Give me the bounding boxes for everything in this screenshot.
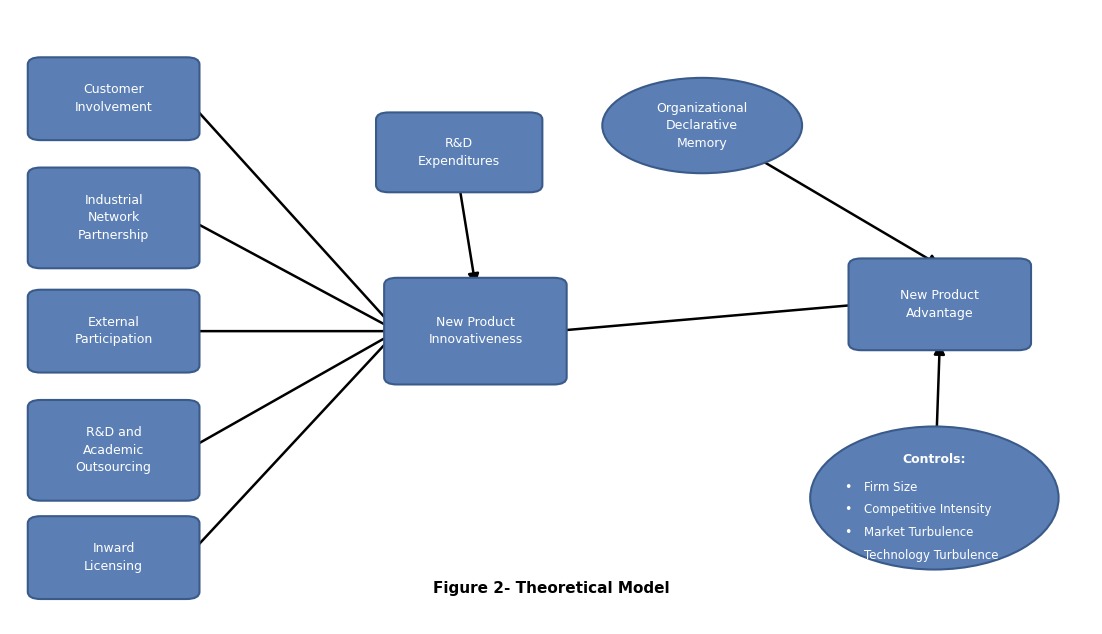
Text: Firm Size: Firm Size	[864, 481, 918, 494]
FancyBboxPatch shape	[28, 167, 199, 268]
Text: New Product
Innovativeness: New Product Innovativeness	[429, 316, 522, 346]
Text: New Product
Advantage: New Product Advantage	[900, 289, 980, 320]
Text: Inward
Licensing: Inward Licensing	[84, 542, 143, 573]
FancyBboxPatch shape	[28, 57, 199, 140]
FancyBboxPatch shape	[28, 516, 199, 599]
Text: Technology Turbulence: Technology Turbulence	[864, 548, 998, 562]
Text: R&D
Expenditures: R&D Expenditures	[418, 137, 500, 167]
FancyBboxPatch shape	[28, 400, 199, 501]
Text: •: •	[844, 548, 852, 562]
Ellipse shape	[603, 78, 802, 173]
Text: •: •	[844, 481, 852, 494]
Text: Organizational
Declarative
Memory: Organizational Declarative Memory	[657, 101, 748, 150]
Text: •: •	[844, 526, 852, 539]
FancyBboxPatch shape	[849, 259, 1031, 350]
Text: Competitive Intensity: Competitive Intensity	[864, 503, 992, 517]
FancyBboxPatch shape	[28, 290, 199, 373]
Ellipse shape	[810, 427, 1059, 569]
FancyBboxPatch shape	[376, 112, 542, 192]
Text: •: •	[844, 503, 852, 517]
FancyBboxPatch shape	[385, 278, 566, 384]
Text: R&D and
Academic
Outsourcing: R&D and Academic Outsourcing	[76, 426, 152, 474]
Text: Industrial
Network
Partnership: Industrial Network Partnership	[78, 194, 149, 242]
Text: External
Participation: External Participation	[75, 316, 153, 346]
Text: Market Turbulence: Market Turbulence	[864, 526, 973, 539]
Text: Figure 2- Theoretical Model: Figure 2- Theoretical Model	[433, 581, 669, 597]
Text: Controls:: Controls:	[903, 453, 966, 466]
Text: Customer
Involvement: Customer Involvement	[75, 84, 152, 114]
